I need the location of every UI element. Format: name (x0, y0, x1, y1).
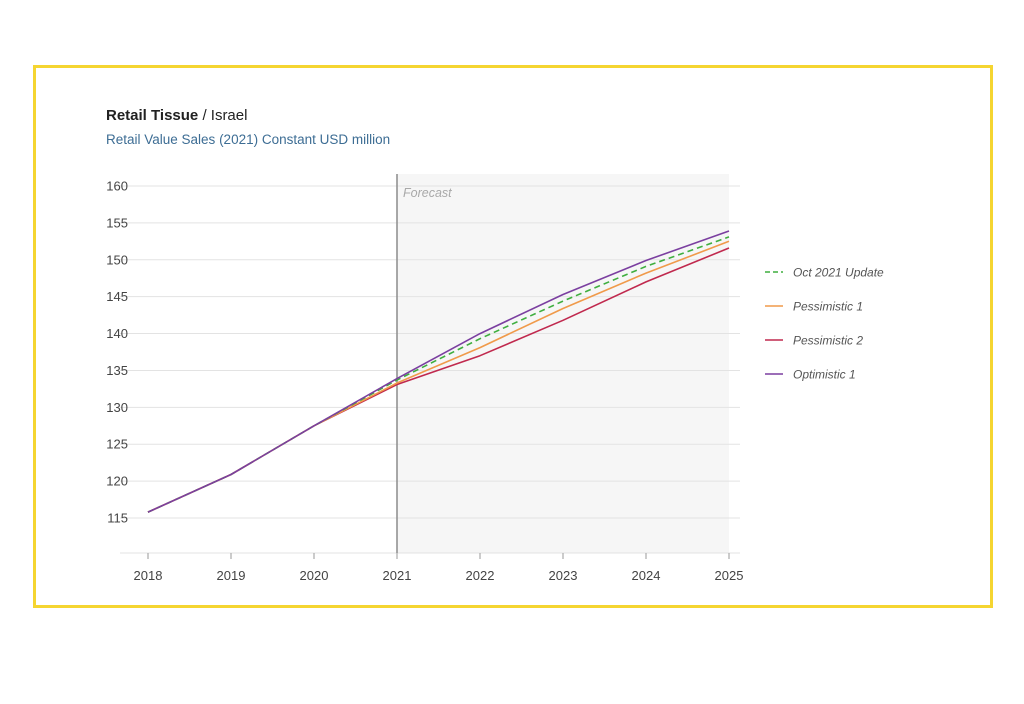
title-country: / Israel (202, 107, 248, 124)
x-tick-label: 2019 (217, 568, 246, 583)
y-tick-label: 145 (106, 289, 128, 304)
x-tick-label: 2023 (549, 568, 578, 583)
x-tick-label: 2018 (134, 568, 163, 583)
y-tick-label: 120 (106, 474, 128, 489)
chart-subtitle: Retail Value Sales (2021) Constant USD m… (106, 132, 391, 147)
series-line-oct-2021-update (147, 236, 730, 513)
x-tick-label: 2025 (715, 568, 744, 583)
x-tick-label: 2021 (383, 568, 412, 583)
title-product: Retail Tissue (106, 107, 199, 124)
series-line-optimistic-1 (147, 230, 730, 513)
legend-label: Pessimistic 1 (793, 300, 863, 314)
y-tick-label: 115 (107, 511, 128, 526)
forecast-label: Forecast (403, 186, 452, 200)
legend-label: Optimistic 1 (793, 368, 856, 382)
y-tick-label: 135 (106, 363, 128, 378)
x-tick-label: 2024 (632, 568, 661, 583)
y-tick-label: 130 (106, 400, 128, 415)
x-tick-label: 2020 (300, 568, 329, 583)
y-tick-label: 140 (106, 326, 128, 341)
y-tick-label: 155 (106, 215, 128, 230)
legend-label: Oct 2021 Update (793, 266, 884, 280)
chart-title: Retail Tissue / Israel (106, 107, 247, 124)
legend-label: Pessimistic 2 (793, 334, 863, 348)
chart-frame (33, 65, 993, 608)
y-tick-label: 160 (106, 179, 128, 194)
x-tick-label: 2022 (466, 568, 495, 583)
y-tick-label: 125 (106, 437, 128, 452)
y-tick-label: 150 (106, 252, 128, 267)
forecast-region (397, 174, 729, 553)
